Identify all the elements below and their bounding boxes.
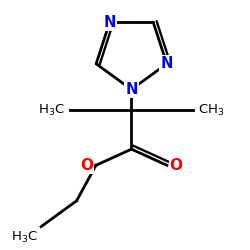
Text: N: N [104,15,116,30]
Text: H$_3$C: H$_3$C [38,103,65,118]
Text: N: N [125,82,138,97]
Text: O: O [80,158,93,173]
Text: O: O [170,158,182,173]
Text: CH$_3$: CH$_3$ [198,103,224,118]
Text: N: N [160,56,173,71]
Text: H$_3$C: H$_3$C [11,230,38,245]
